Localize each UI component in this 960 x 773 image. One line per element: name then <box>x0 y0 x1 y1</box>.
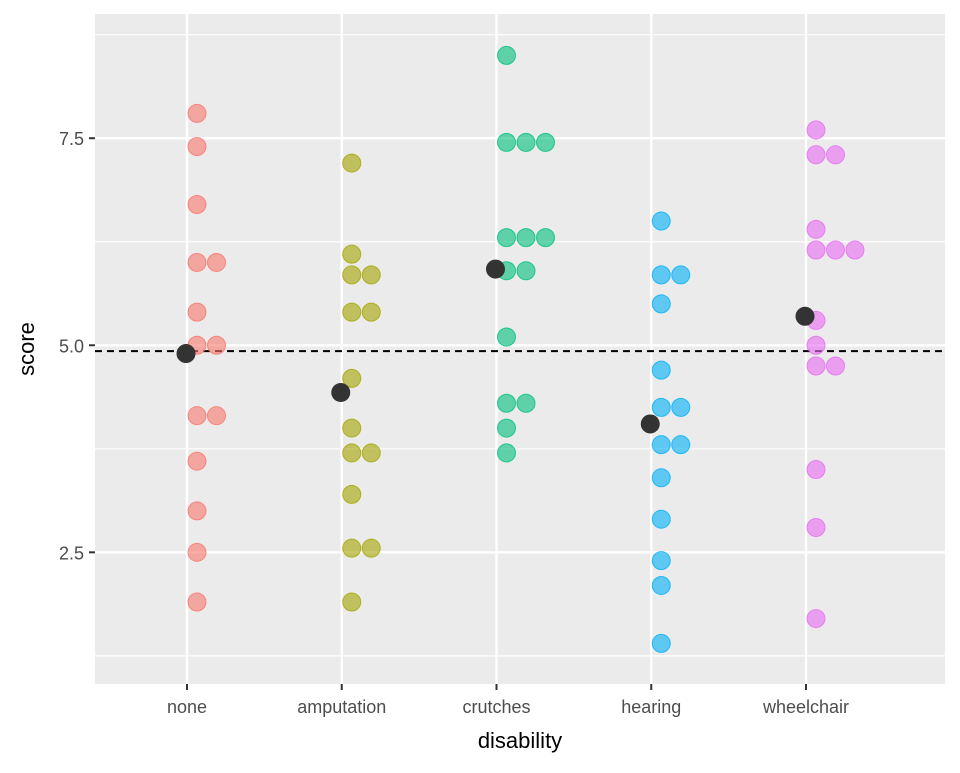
mean-point-none <box>176 344 196 364</box>
mean-point-amputation <box>331 382 351 402</box>
data-point-wheelchair <box>806 335 826 355</box>
data-point-wheelchair <box>826 356 845 376</box>
data-point-wheelchair <box>806 120 826 140</box>
x-tick-label: hearing <box>621 697 681 717</box>
data-point-amputation <box>361 443 381 463</box>
data-point-none <box>207 406 226 426</box>
data-point-none <box>187 103 207 123</box>
data-point-amputation <box>342 302 362 322</box>
x-axis-title: disability <box>478 728 562 753</box>
data-point-none <box>207 335 226 355</box>
data-point-amputation <box>361 265 381 285</box>
data-point-none <box>187 592 207 612</box>
data-point-hearing <box>651 551 671 571</box>
y-axis-title: score <box>14 322 39 376</box>
data-point-none <box>187 501 207 521</box>
points <box>187 45 865 653</box>
data-point-hearing <box>651 265 671 285</box>
data-point-hearing <box>651 360 671 380</box>
data-point-wheelchair <box>806 356 826 376</box>
data-point-hearing <box>651 468 671 488</box>
data-point-wheelchair <box>806 219 826 239</box>
x-tick-label: crutches <box>462 697 530 717</box>
data-point-wheelchair <box>826 240 845 260</box>
data-point-wheelchair <box>806 609 826 629</box>
data-point-wheelchair <box>845 240 865 260</box>
data-point-wheelchair <box>806 240 826 260</box>
data-point-none <box>187 406 207 426</box>
data-point-amputation <box>342 418 362 438</box>
y-tick-label: 7.5 <box>59 129 84 149</box>
data-point-hearing <box>651 211 671 231</box>
data-point-hearing <box>651 633 671 653</box>
data-point-amputation <box>342 443 362 463</box>
data-point-amputation <box>342 244 362 264</box>
data-point-amputation <box>342 153 362 173</box>
plot-panel <box>95 14 945 684</box>
data-point-amputation <box>342 592 362 612</box>
y-axis: 2.5 5.0 7.5 <box>59 129 95 563</box>
x-tick-label: amputation <box>297 697 386 717</box>
data-point-crutches <box>516 132 536 152</box>
data-point-crutches <box>536 132 555 152</box>
data-point-crutches <box>536 228 555 248</box>
data-point-crutches <box>497 132 516 152</box>
x-tick-label: none <box>167 697 207 717</box>
data-point-none <box>187 302 207 322</box>
y-tick-label: 2.5 <box>59 543 84 563</box>
data-point-crutches <box>497 393 516 413</box>
mean-point-wheelchair <box>795 306 815 326</box>
data-point-crutches <box>497 327 516 347</box>
data-point-wheelchair <box>806 460 826 480</box>
data-point-crutches <box>497 45 516 65</box>
data-point-hearing <box>671 397 691 417</box>
data-point-crutches <box>516 261 536 281</box>
data-point-hearing <box>651 509 671 529</box>
data-point-hearing <box>651 575 671 595</box>
x-axis: none amputation crutches hearing wheelchair <box>167 684 849 717</box>
data-point-amputation <box>342 265 362 285</box>
mean-point-crutches <box>486 259 505 279</box>
data-point-wheelchair <box>826 145 845 165</box>
data-point-hearing <box>671 435 691 455</box>
data-point-none <box>187 137 207 157</box>
data-point-wheelchair <box>806 517 826 537</box>
data-point-hearing <box>651 397 671 417</box>
mean-points <box>176 259 815 434</box>
data-point-crutches <box>497 418 516 438</box>
data-point-none <box>187 252 207 272</box>
data-point-amputation <box>361 538 381 558</box>
data-point-none <box>187 194 207 214</box>
data-point-crutches <box>497 443 516 463</box>
data-point-none <box>187 542 207 562</box>
data-point-hearing <box>651 435 671 455</box>
data-point-hearing <box>651 294 671 314</box>
data-point-none <box>207 252 226 272</box>
data-point-amputation <box>342 368 362 388</box>
y-tick-label: 5.0 <box>59 336 84 356</box>
mean-point-hearing <box>640 414 660 434</box>
data-point-crutches <box>497 228 516 248</box>
data-point-wheelchair <box>806 145 826 165</box>
data-point-none <box>187 451 207 471</box>
data-point-hearing <box>671 265 691 285</box>
data-point-amputation <box>342 484 362 504</box>
x-tick-label: wheelchair <box>762 697 849 717</box>
data-point-amputation <box>342 538 362 558</box>
data-point-crutches <box>516 393 536 413</box>
data-point-crutches <box>516 228 536 248</box>
data-point-amputation <box>361 302 381 322</box>
